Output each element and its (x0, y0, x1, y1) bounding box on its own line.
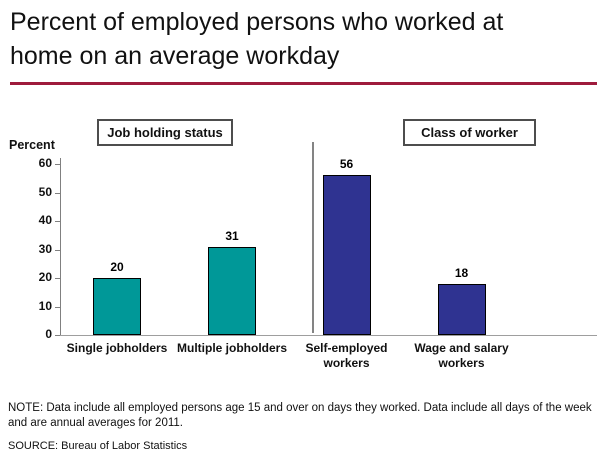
bar-value-self-employed-workers: 56 (339, 157, 354, 172)
bar-single-jobholders (93, 278, 141, 335)
y-tick-label-50: 50 (38, 184, 52, 199)
source-text: SOURCE: Bureau of Labor Statistics (8, 440, 188, 452)
y-tick-label-40: 40 (38, 213, 52, 227)
title-accent-rule (10, 82, 597, 85)
y-tick-label-0: 0 (45, 327, 52, 341)
bar-value-multiple-jobholders: 31 (225, 228, 239, 243)
bar-multiple-jobholders (208, 246, 256, 335)
group-label-text: Class of worker (421, 125, 518, 140)
x-category-label-wage-and-salary-workers: Wage and salary workers (414, 341, 509, 370)
y-tick-mark-60 (55, 164, 60, 165)
y-tick-mark-40 (55, 221, 60, 222)
group-label-text: Job holding status (107, 125, 223, 140)
x-category-label-self-employed-workers: Self-employed workers (305, 341, 388, 370)
y-tick-mark-0 (55, 335, 60, 336)
x-axis-line (60, 335, 597, 336)
bar-value-single-jobholders: 20 (110, 260, 124, 274)
y-tick-mark-10 (55, 306, 60, 308)
y-tick-mark-20 (55, 278, 60, 279)
note-text: NOTE: Data include all employed persons … (8, 402, 592, 429)
group-divider-line (312, 142, 314, 333)
y-axis-title: Percent (9, 138, 55, 152)
bar-value-wage-and-salary-workers: 18 (454, 265, 469, 280)
group-label-job-holding-status: Job holding status (97, 119, 233, 146)
x-category-label-multiple-jobholders: Multiple jobholders (177, 341, 287, 355)
y-tick-label-20: 20 (38, 270, 52, 284)
group-label-class-of-worker: Class of worker (403, 119, 536, 146)
page-title: Percent of employed persons who worked a… (10, 8, 504, 70)
bar-wage-and-salary-workers (437, 283, 486, 335)
x-category-label-single-jobholders: Single jobholders (66, 341, 168, 355)
y-tick-label-30: 30 (38, 241, 52, 256)
y-tick-label-60: 60 (38, 156, 52, 170)
y-tick-mark-30 (55, 249, 60, 251)
y-tick-mark-50 (55, 192, 60, 194)
y-axis-line (60, 158, 61, 335)
bar-self-employed-workers (322, 175, 371, 335)
y-tick-label-10: 10 (38, 298, 52, 313)
